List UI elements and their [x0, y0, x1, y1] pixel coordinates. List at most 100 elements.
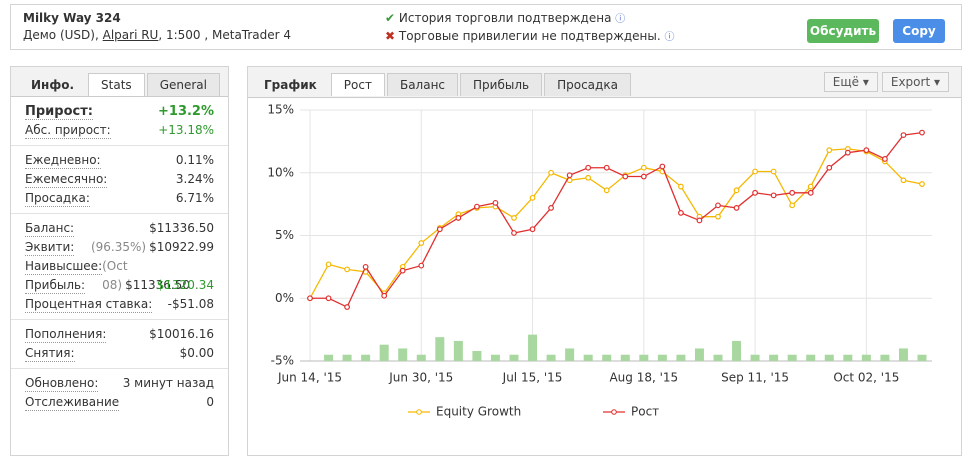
help-icon[interactable]: ⓘ [664, 32, 675, 43]
stat-label: Процентная ставка: [25, 296, 153, 313]
x-tick-label: Jun 30, '15 [388, 371, 453, 385]
cross-icon: ✖ [385, 29, 396, 43]
stat-value-wrap: +13.18% [158, 121, 214, 140]
point [622, 173, 629, 180]
stat-label: Обновлено: [25, 375, 99, 392]
point [529, 226, 536, 233]
bar [620, 354, 630, 361]
point [882, 156, 888, 162]
stat-label: Прирост: [25, 103, 93, 120]
stat-group: Пополнения: $10016.16 Снятия: $0.00 [11, 320, 228, 369]
stat-row: Обновлено: 3 минут назад [11, 374, 228, 393]
point [770, 168, 777, 175]
point [548, 169, 554, 176]
bar [528, 334, 538, 361]
bar [342, 354, 352, 361]
bar [713, 354, 723, 361]
stat-label: Просадка: [25, 190, 90, 207]
bar [602, 354, 612, 361]
tab[interactable]: Баланс [386, 73, 459, 96]
stat-value: $11336.50 [149, 221, 214, 235]
stat-value: $10016.16 [149, 327, 214, 341]
tab[interactable]: Прибыль [460, 73, 543, 96]
info-tabs: Инфо. Stats General [11, 67, 228, 97]
bar [898, 348, 908, 361]
bar [880, 354, 890, 361]
bar [565, 348, 575, 361]
stat-row: Прирост: +13.2% [11, 102, 228, 121]
stat-row: Отслеживание 0 [11, 393, 228, 412]
status-text: История торговли подтверждена [398, 11, 612, 25]
stat-label: Наивысшее: [25, 258, 103, 275]
bar [917, 354, 927, 361]
stat-label: Абс. прирост: [25, 122, 111, 139]
point [900, 132, 907, 138]
tab[interactable]: General [146, 73, 220, 96]
tab[interactable]: Просадка [544, 73, 631, 96]
point [715, 202, 721, 209]
bar [324, 354, 334, 361]
x-tick-label: Aug 18, '15 [609, 371, 678, 385]
y-tick-label: 15% [267, 103, 294, 117]
stat-value: $1320.34 [156, 278, 214, 292]
bar [546, 354, 556, 361]
x-tick-label: Oct 02, '15 [833, 371, 899, 385]
bar [379, 344, 389, 361]
account-title: Milky Way 324 [23, 11, 121, 25]
status-text: Торговые привилегии не подтверждены. [398, 29, 661, 43]
bar [824, 354, 834, 361]
point [826, 147, 833, 154]
account-subtitle: Демо (USD), Alpari RU, 1:500 , MetaTrade… [23, 28, 291, 42]
y-tick-label: 0% [275, 291, 294, 305]
stat-row: Просадка: 6.71% [11, 189, 228, 208]
bar [472, 350, 482, 361]
stat-row: Баланс: $11336.50 [11, 219, 228, 238]
text: Демо (USD), [23, 28, 99, 42]
more-menu[interactable]: Ещё ▾ [823, 72, 878, 92]
point [399, 267, 406, 274]
tab[interactable]: Stats [88, 73, 145, 96]
y-tick-label: 10% [267, 165, 294, 179]
point [585, 174, 592, 181]
point [919, 181, 925, 187]
point [789, 202, 796, 209]
y-tick-label: 5% [275, 228, 294, 242]
stat-value-wrap: -$51.08 [168, 295, 214, 314]
stat-group: Прирост: +13.2% Абс. прирост: +13.18% [11, 97, 228, 146]
copy-button[interactable]: Copy [893, 19, 945, 43]
stats-list: Прирост: +13.2% Абс. прирост: +13.18% Ежедне… [11, 97, 228, 417]
broker-link[interactable]: Alpari RU [102, 28, 159, 42]
point [715, 213, 721, 220]
tab[interactable]: Рост [330, 73, 385, 96]
stat-label: Отслеживание [25, 394, 120, 411]
legend-label: Рост [631, 405, 659, 419]
point [474, 203, 480, 210]
point [529, 194, 536, 201]
point [325, 261, 332, 268]
bar [861, 354, 871, 361]
bar [509, 354, 519, 361]
point [603, 164, 610, 171]
bar [694, 348, 704, 361]
line [309, 148, 923, 299]
stat-value: $10922.99 [149, 240, 214, 254]
point [436, 226, 443, 233]
stat-value-wrap: (Oct 08) $11336.50 [102, 257, 214, 292]
menus: Ещё ▾ Export ▾ [820, 72, 949, 92]
help-icon[interactable]: ⓘ [615, 14, 626, 25]
export-menu[interactable]: Export ▾ [881, 72, 949, 92]
point [492, 199, 499, 206]
stat-value-wrap: 3 минут назад [123, 374, 214, 393]
text: , 1:500 , MetaTrader 4 [158, 28, 292, 42]
bar [732, 340, 742, 361]
stat-row: Пополнения: $10016.16 [11, 325, 228, 344]
chart-panel: График Рост Баланс Прибыль Просадка Ещё ▾ Exp… [247, 66, 962, 456]
point [566, 172, 573, 179]
info-panel: Инфо. Stats General Прирост: +13.2% Абс. при… [10, 66, 229, 456]
stat-value: $0.00 [179, 346, 214, 360]
stat-value: -$51.08 [167, 297, 214, 311]
point [900, 177, 907, 184]
point [733, 204, 740, 211]
x-tick-label: Jun 14, '15 [277, 371, 342, 385]
discuss-button[interactable]: Обсудить [807, 19, 879, 43]
